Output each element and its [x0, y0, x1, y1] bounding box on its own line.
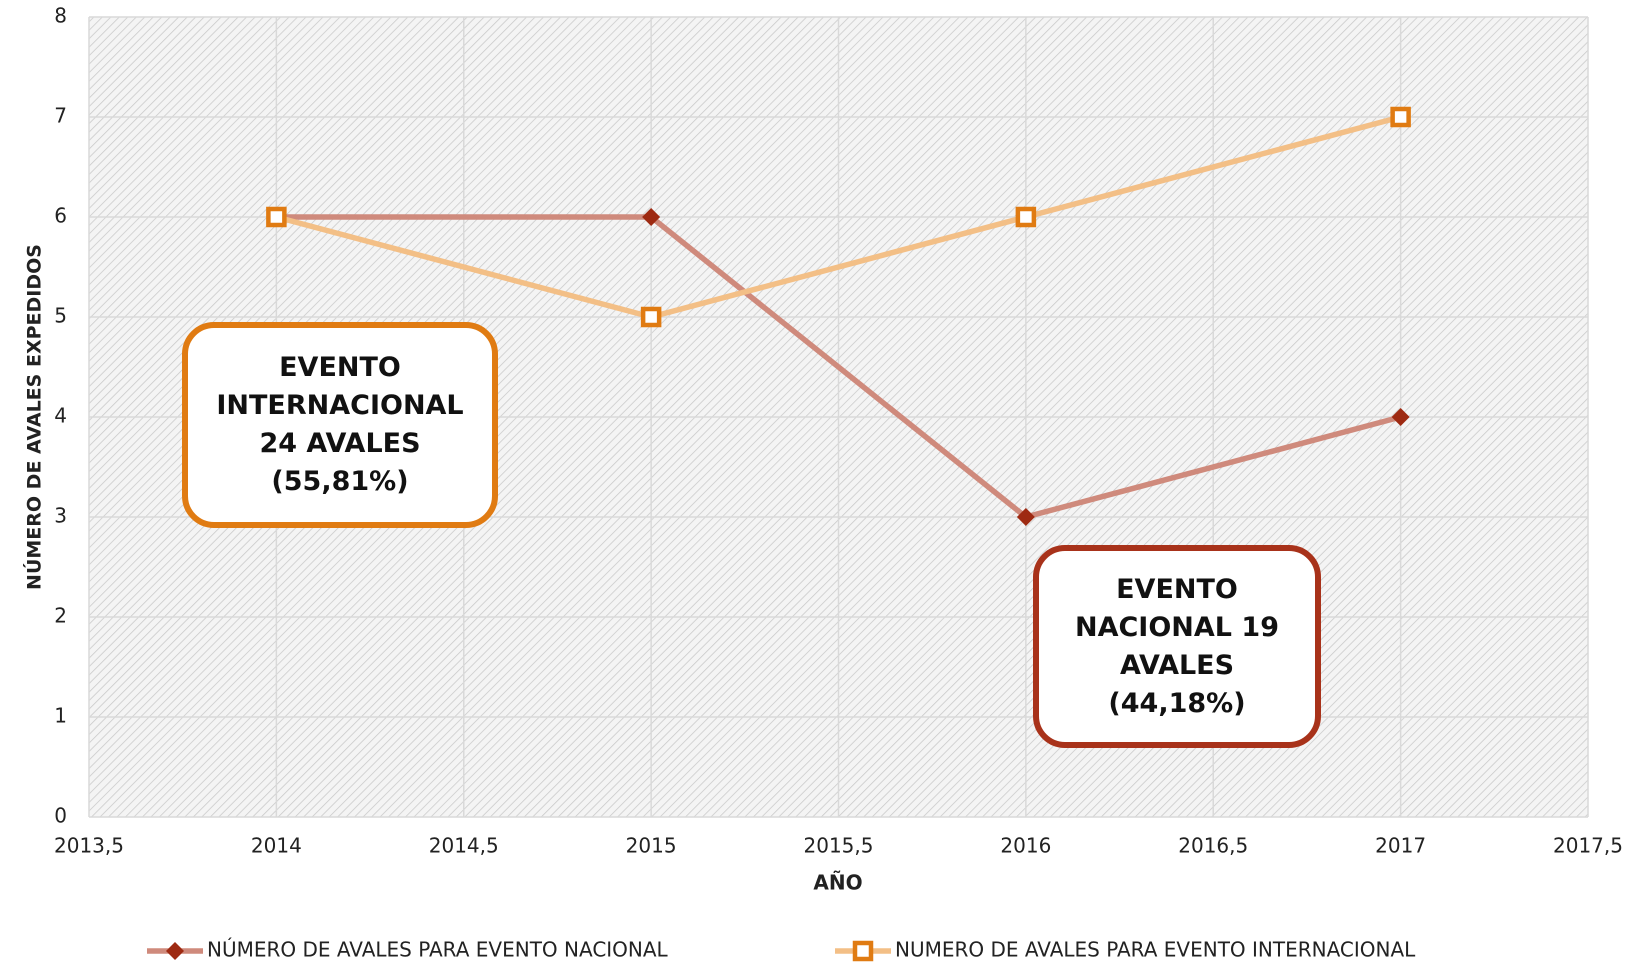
marker	[1391, 408, 1410, 426]
y-tick-label: 7	[54, 104, 67, 128]
legend-marker	[852, 940, 874, 962]
legend-label: NUMERO DE AVALES PARA EVENTO INTERNACION…	[895, 938, 1416, 962]
x-tick-label: 2013,5	[54, 834, 124, 858]
x-tick-label: 2016	[1000, 834, 1051, 858]
y-tick-label: 6	[54, 204, 67, 228]
marker	[640, 306, 662, 328]
legend-marker	[166, 942, 184, 960]
y-tick-label: 5	[54, 304, 67, 328]
x-axis-title: AÑO	[813, 871, 862, 895]
marker	[266, 206, 287, 228]
marker	[1390, 106, 1411, 128]
legend-label: NÚMERO DE AVALES PARA EVENTO NACIONAL	[207, 938, 669, 962]
y-tick-label: 4	[54, 404, 67, 428]
series-line	[275, 114, 1402, 320]
y-tick-label: 3	[54, 504, 67, 528]
x-tick-label: 2017	[1375, 834, 1426, 858]
annotation: EVENTO INTERNACIONAL 24 AVALES (55,81%)	[182, 322, 498, 528]
x-tick-label: 2014	[251, 834, 302, 858]
y-tick-label: 1	[54, 704, 67, 728]
series-line	[276, 214, 1402, 520]
x-tick-label: 2014,5	[429, 834, 499, 858]
y-tick-label: 2	[54, 604, 67, 628]
y-axis-title: NÚMERO DE AVALES EXPEDIDOS	[22, 244, 46, 590]
x-tick-label: 2015,5	[804, 834, 874, 858]
annotation: EVENTO NACIONAL 19 AVALES (44,18%)	[1033, 545, 1321, 748]
marker	[1016, 508, 1035, 526]
x-tick-label: 2016,5	[1178, 834, 1248, 858]
marker	[1015, 206, 1037, 228]
y-tick-label: 0	[54, 804, 67, 828]
marker	[642, 208, 661, 226]
x-tick-label: 2017,5	[1553, 834, 1623, 858]
x-tick-label: 2015	[626, 834, 677, 858]
y-tick-label: 8	[54, 4, 67, 28]
